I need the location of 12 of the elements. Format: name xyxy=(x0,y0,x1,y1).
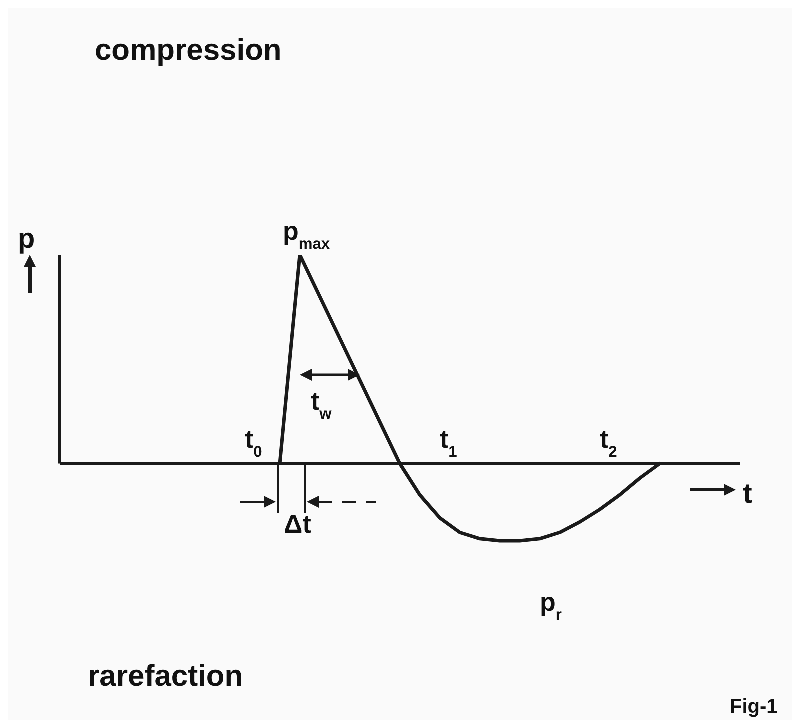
annotation: t$_{0}$ xyxy=(245,424,263,460)
annotation: t$_{2}$ xyxy=(600,424,618,460)
text: p$_{max}$ xyxy=(283,216,330,252)
annotation: Δt xyxy=(284,509,312,539)
text: compression xyxy=(95,34,282,67)
annotation: t$_{1}$ xyxy=(440,424,458,460)
annotation: t$_{w}$ xyxy=(311,386,333,422)
text: rarefaction xyxy=(88,660,244,693)
y-axis-title: p xyxy=(18,223,36,254)
text: Fig-1 xyxy=(730,696,778,718)
text: p$_{r}$ xyxy=(540,587,562,624)
x-axis-title: t xyxy=(743,478,752,509)
